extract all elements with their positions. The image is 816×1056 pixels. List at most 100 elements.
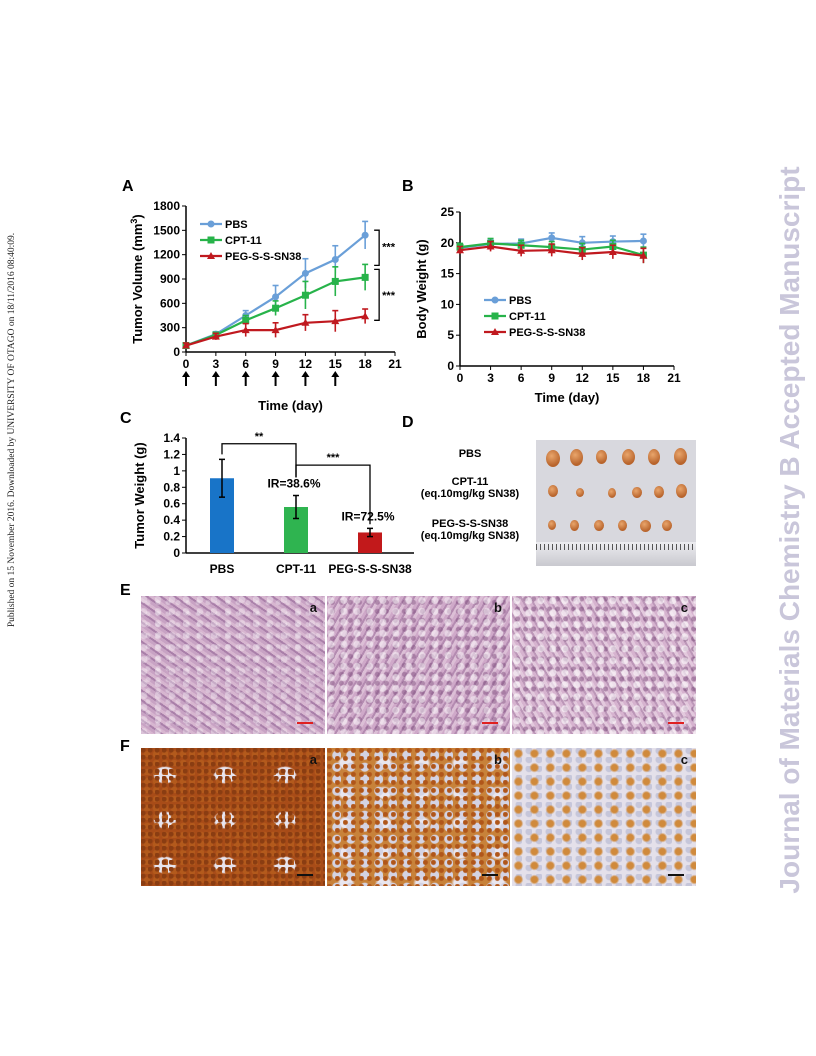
panel-d-row-label: CPT-11 [451, 476, 489, 488]
ruler-image [536, 542, 696, 566]
micrograph-label: c [680, 752, 688, 767]
data-point [361, 231, 369, 239]
tumor-image [654, 486, 664, 498]
data-point [301, 291, 309, 299]
data-point [241, 326, 250, 334]
x-tick-label: 12 [299, 357, 313, 371]
y-tick-label: 1 [173, 464, 180, 478]
x-tick-label: 15 [329, 357, 343, 371]
data-point [517, 246, 526, 254]
data-point [361, 312, 370, 320]
data-point [182, 341, 190, 349]
panel-letter-a: A [122, 178, 134, 195]
significance-label: *** [327, 452, 341, 464]
y-tick-label: 0.4 [163, 513, 180, 527]
journal-watermark-text: Journal of Materials Chemistry B Accepte… [774, 166, 805, 894]
data-point [301, 269, 309, 277]
x-tick-label: 18 [637, 371, 651, 385]
panel-letter-c: C [120, 410, 132, 427]
data-point [547, 246, 556, 254]
legend-label: PBS [509, 295, 532, 307]
category-label: CPT-11 [276, 562, 316, 576]
dose-arrowhead [331, 371, 340, 377]
data-point [301, 318, 310, 326]
tumor-image [570, 449, 583, 466]
legend-marker [207, 236, 215, 244]
significance-label: *** [382, 290, 396, 302]
tumor-image [546, 450, 560, 467]
y-tick-label: 0 [173, 546, 180, 560]
scale-bar [668, 722, 684, 724]
publication-note-text: Published on 15 November 2016. Downloade… [7, 232, 17, 628]
panel-letter-d: D [402, 414, 414, 431]
micrograph-label: c [680, 600, 688, 615]
panel-d-row-sublabel: (eq.10mg/kg SN38) [420, 488, 520, 500]
y-axis-label: Tumor Volume (mm3) [129, 214, 145, 344]
excised-tumor-photo [536, 440, 696, 566]
y-tick-label: 1200 [153, 248, 180, 262]
y-tick-label: 20 [441, 236, 455, 250]
y-tick-label: 1.2 [163, 447, 180, 461]
y-tick-label: 900 [160, 272, 180, 286]
body-weight-chart: 0 3 6 9 12 15 18 21 0 5 10 15 20 25 PBS CPT-11 PEG-S-S-S… [414, 205, 681, 405]
dose-arrowhead [211, 371, 220, 377]
inhibition-rate-label: IR=72.5% [341, 509, 394, 523]
y-tick-label: 0 [173, 345, 180, 359]
journal-watermark: Journal of Materials Chemistry B Accepte… [770, 140, 810, 920]
tumor-image [576, 488, 584, 497]
tumor-volume-chart: 0 3 6 9 12 15 18 21 0 300 600 900 1200 1500 1800 PBS CPT… [129, 199, 402, 413]
data-point [486, 242, 495, 250]
ruler-ticks [536, 544, 696, 550]
significance-bracket [374, 268, 380, 321]
significance-bracket [221, 443, 297, 478]
data-point [331, 317, 340, 325]
x-tick-label: 6 [242, 357, 249, 371]
panel-d-row-sublabel: (eq.10mg/kg SN38) [420, 530, 520, 542]
data-point [272, 304, 280, 312]
legend-marker [491, 296, 499, 304]
he-micrograph-a: a [141, 596, 325, 734]
x-tick-label: 15 [606, 371, 620, 385]
dose-arrowhead [301, 371, 310, 377]
tumor-image [618, 520, 627, 531]
tumor-image [594, 520, 604, 531]
data-point [578, 249, 587, 257]
y-tick-label: 300 [160, 321, 180, 335]
scale-bar [668, 874, 684, 876]
scale-bar [297, 722, 313, 724]
legend-label: PEG-S-S-SN38 [509, 327, 585, 339]
x-tick-label: 12 [576, 371, 590, 385]
data-point [272, 293, 280, 301]
y-tick-label: 10 [441, 297, 455, 311]
scale-bar [297, 874, 313, 876]
data-point [548, 234, 556, 242]
he-micrograph-c: c [512, 596, 696, 734]
y-tick-label: 0.6 [163, 497, 180, 511]
significance-bracket [295, 464, 371, 525]
he-micrograph-b: b [327, 596, 510, 734]
y-axis-label: Body Weight (g) [414, 239, 429, 338]
y-tick-label: 5 [447, 328, 454, 342]
tumor-image [674, 448, 687, 465]
category-label: PEG-S-S-SN38 [328, 562, 412, 576]
legend-label: CPT-11 [509, 311, 546, 323]
tumor-image [622, 449, 635, 465]
micrograph-label: a [309, 752, 317, 767]
y-tick-label: 15 [441, 267, 455, 281]
data-point [608, 248, 617, 256]
x-tick-label: 3 [487, 371, 494, 385]
publication-note: Published on 15 November 2016. Downloade… [4, 210, 20, 650]
x-tick-label: 9 [272, 357, 279, 371]
data-point [456, 246, 464, 254]
scale-bar [482, 722, 498, 724]
data-point [639, 237, 647, 245]
panel-letter-f: F [120, 738, 130, 755]
micrograph-label: b [494, 752, 502, 767]
x-axis-label: Time (day) [258, 398, 323, 413]
data-point [211, 332, 220, 340]
ihc-micrograph-c: c [512, 748, 696, 886]
tumor-image [608, 488, 616, 498]
y-tick-label: 1800 [153, 199, 180, 213]
legend-label: CPT-11 [225, 235, 262, 247]
x-tick-label: 0 [457, 371, 464, 385]
